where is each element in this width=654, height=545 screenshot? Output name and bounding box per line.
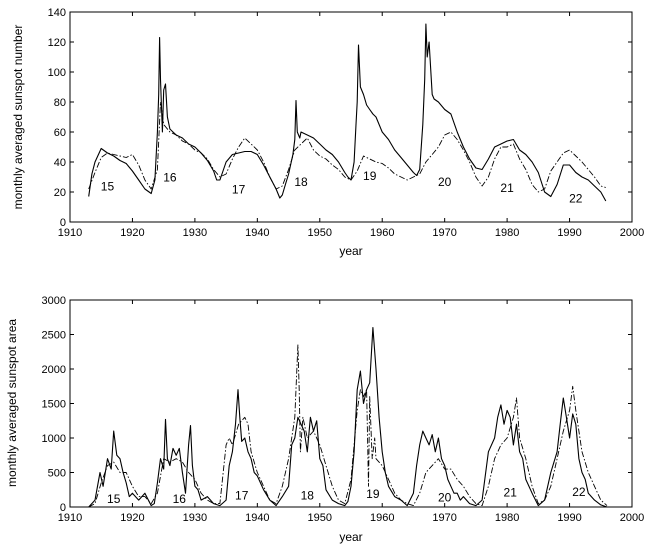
tick-group: 1910 1920 1930 1940 1950 1960 1970 1980 1990 2000… [48,7,645,239]
x-tick-label: 2000 [620,512,644,524]
series-line-dashdot [88,101,606,193]
y-tick-label: 500 [48,468,66,480]
y-tick-label: 100 [48,67,66,79]
plot-frame [69,299,633,508]
y-tick-label: 1500 [42,399,66,411]
y-tick-label: 40 [54,157,66,169]
series-line-solid [88,327,608,507]
y-tick-label: 0 [60,502,66,514]
plot-frame [69,11,633,223]
cycle-label: 15 [101,180,115,194]
y-tick-label: 120 [48,37,66,49]
y-tick-label: 20 [54,187,66,199]
chart-sunspot-number: 1910 1920 1930 1940 1950 1960 1970 1980 1990 2000… [11,7,644,258]
x-tick-label: 1910 [58,512,82,524]
x-axis-label: year [339,244,362,258]
cycle-label: 19 [363,169,377,183]
y-tick-label: 60 [54,127,66,139]
x-tick-label: 2000 [620,227,644,239]
tick-group: 1910 1920 1930 1940 1950 1960 1970 1980 1990 2000… [42,295,645,524]
cycle-label: 20 [438,490,452,504]
series-group [88,327,608,507]
cycle-label-group: 15 16 17 18 19 20 21 22 [107,485,586,506]
x-tick-label: 1950 [308,512,332,524]
chart-sunspot-area: 1910 1920 1930 1940 1950 1960 1970 1980 1990 2000… [5,295,644,544]
cycle-label: 22 [569,192,583,206]
x-tick-label: 1940 [245,227,269,239]
cycle-label: 18 [294,175,308,189]
x-tick-label: 1960 [370,512,394,524]
x-tick-label: 1920 [120,512,144,524]
y-tick-label: 2500 [42,330,66,342]
x-tick-label: 1990 [557,512,581,524]
y-axis-label: monthly averaged sunspot number [11,25,25,210]
cycle-label: 17 [235,488,249,502]
cycle-label: 21 [500,181,514,195]
cycle-label: 22 [572,485,586,499]
y-tick-label: 1000 [42,433,66,445]
x-axis-label: year [339,530,362,544]
cycle-label: 21 [504,486,518,500]
x-tick-label: 1930 [183,512,207,524]
cycle-label: 16 [163,171,177,185]
cycle-label: 17 [232,183,246,197]
x-tick-label: 1920 [120,227,144,239]
y-tick-label: 80 [54,97,66,109]
series-line-dashdot [88,344,608,507]
x-tick-label: 1950 [308,227,332,239]
x-tick-label: 1980 [495,512,519,524]
y-tick-label: 0 [60,217,66,229]
x-tick-label: 1970 [432,227,456,239]
cycle-label: 19 [366,487,380,501]
cycle-label: 16 [173,492,187,506]
cycle-label-group: 15 16 17 18 19 20 21 22 [101,169,583,206]
series-line-solid [88,23,607,202]
y-tick-label: 140 [48,7,66,19]
cycle-label: 20 [438,175,452,189]
x-tick-label: 1970 [432,512,456,524]
y-tick-label: 2000 [42,364,66,376]
x-tick-label: 1990 [557,227,581,239]
x-tick-label: 1960 [370,227,394,239]
series-group [88,23,607,202]
x-tick-label: 1910 [58,227,82,239]
cycle-label: 15 [107,492,121,506]
cycle-label: 18 [301,488,315,502]
y-tick-label: 3000 [42,295,66,307]
y-axis-label: monthly averaged sunspot area [5,319,19,487]
x-tick-label: 1930 [183,227,207,239]
x-tick-label: 1980 [495,227,519,239]
x-tick-label: 1940 [245,512,269,524]
